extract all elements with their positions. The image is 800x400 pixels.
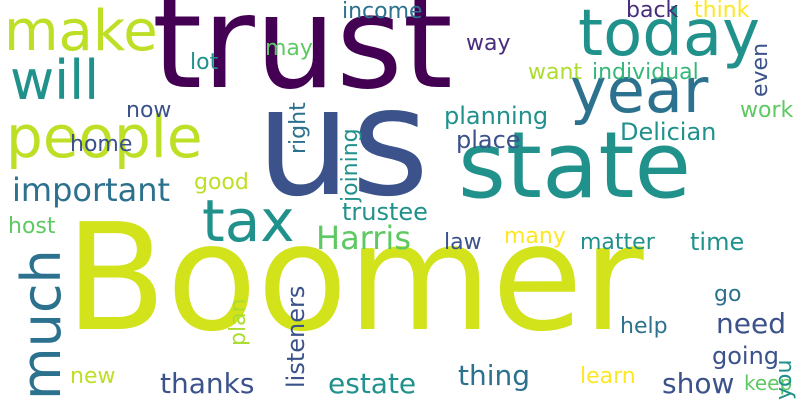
word-harris: Harris bbox=[316, 219, 411, 257]
word-us: us bbox=[256, 56, 430, 230]
word-estate: estate bbox=[328, 367, 417, 400]
word-keep: keep bbox=[744, 371, 793, 395]
word-plan: plan bbox=[226, 298, 251, 346]
word-listeners: listeners bbox=[282, 285, 310, 388]
word-planning: planning bbox=[444, 102, 549, 130]
word-individual: individual bbox=[592, 60, 699, 85]
word-way: way bbox=[466, 31, 511, 56]
word-back: back bbox=[626, 0, 679, 23]
word-home: home bbox=[70, 132, 133, 157]
word-new: new bbox=[70, 364, 116, 389]
word-tax: tax bbox=[202, 187, 295, 255]
word-trustee: trustee bbox=[342, 198, 428, 226]
word-matter: matter bbox=[580, 230, 655, 255]
word-delician: Delician bbox=[620, 118, 717, 146]
word-go: go bbox=[714, 282, 742, 307]
word-many: many bbox=[504, 224, 566, 249]
word-good: good bbox=[194, 170, 249, 195]
word-right: right bbox=[286, 102, 311, 154]
word-much: much bbox=[10, 249, 73, 400]
word-show: show bbox=[662, 367, 735, 400]
word-trust: trust bbox=[152, 0, 453, 118]
word-time: time bbox=[690, 228, 745, 256]
word-help: help bbox=[620, 314, 668, 339]
word-now: now bbox=[126, 98, 172, 123]
word-will: will bbox=[10, 49, 100, 112]
word-host: host bbox=[8, 214, 56, 239]
word-important: important bbox=[12, 171, 171, 209]
word-need: need bbox=[716, 307, 786, 340]
word-make: make bbox=[4, 0, 158, 64]
word-going: going bbox=[712, 342, 780, 370]
word-state: state bbox=[458, 112, 692, 219]
word-today: today bbox=[578, 0, 760, 71]
word-year: year bbox=[570, 54, 709, 127]
word-boomer: Boomer bbox=[65, 192, 644, 364]
word-learn: learn bbox=[580, 364, 636, 389]
word-people: people bbox=[6, 103, 203, 171]
word-you: you bbox=[772, 359, 797, 400]
word-thanks: thanks bbox=[160, 367, 255, 400]
word-place: place bbox=[456, 126, 521, 154]
word-thing: thing bbox=[458, 359, 531, 392]
word-lot: lot bbox=[190, 50, 219, 75]
word-income: income bbox=[342, 0, 423, 24]
word-law: law bbox=[444, 230, 482, 255]
word-even: even bbox=[748, 42, 773, 97]
word-work: work bbox=[740, 98, 794, 123]
word-think: think bbox=[694, 0, 750, 23]
word-want: want bbox=[528, 60, 583, 85]
word-joining: joining bbox=[338, 128, 363, 202]
word-may: may bbox=[265, 36, 313, 61]
